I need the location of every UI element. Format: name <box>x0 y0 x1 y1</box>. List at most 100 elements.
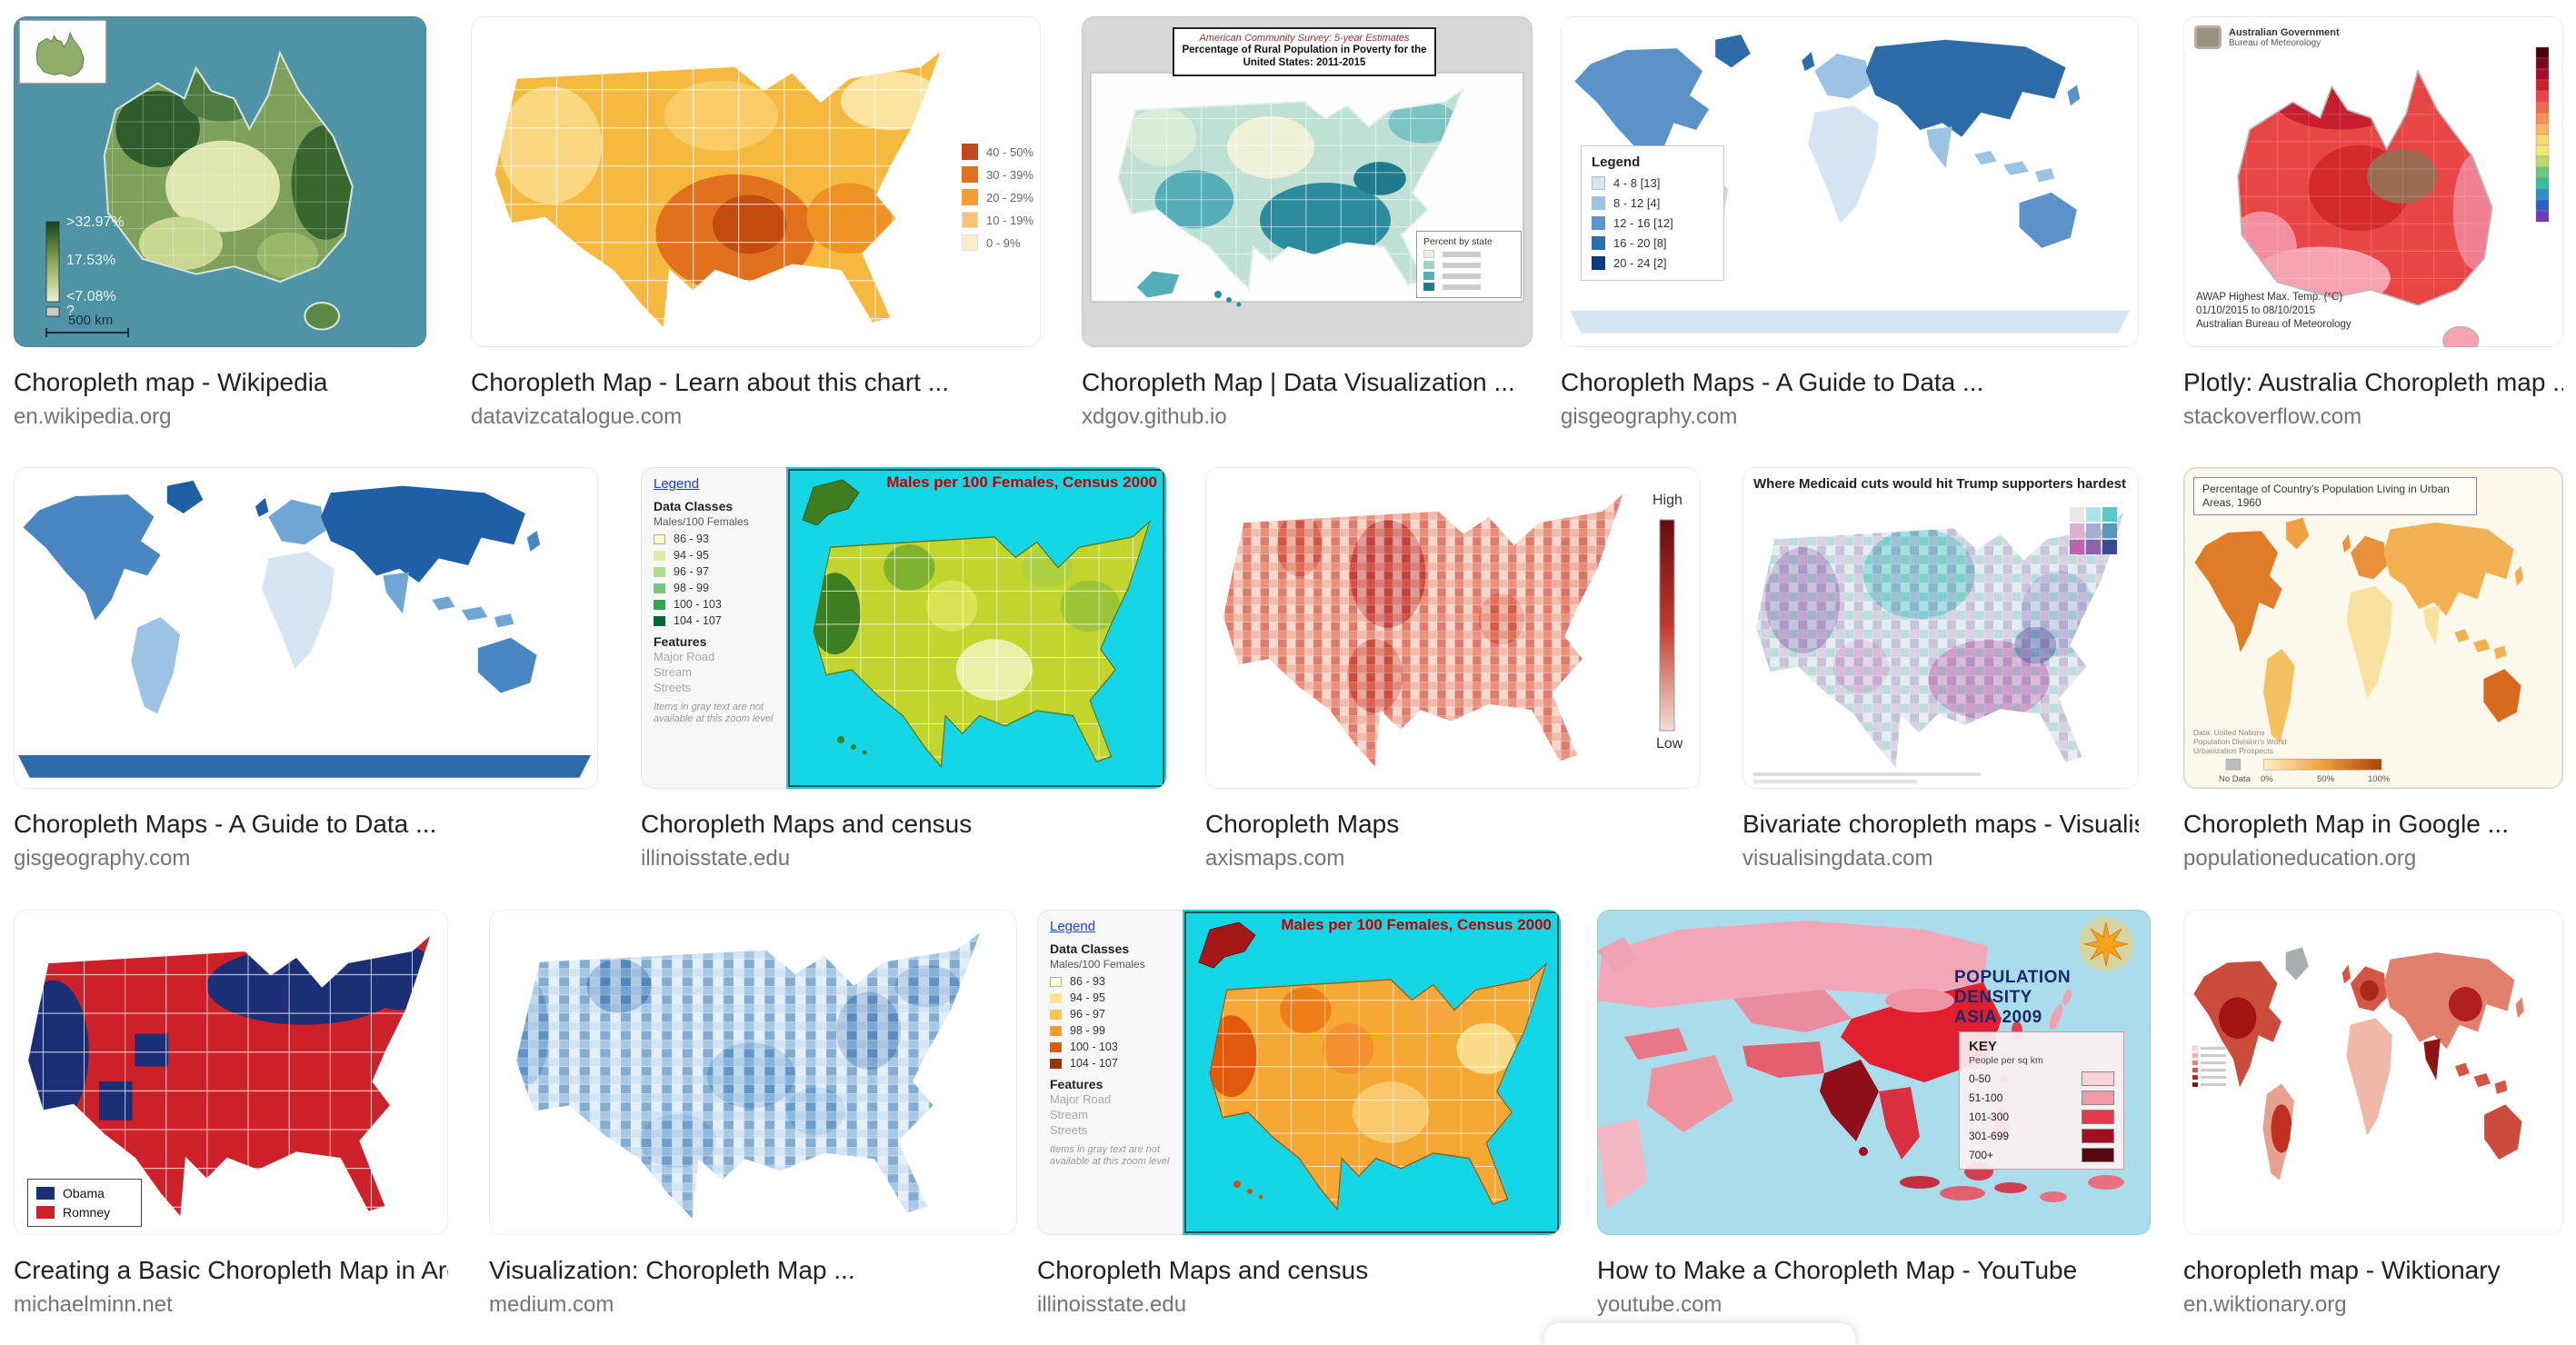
feature-item: Major Road <box>1050 1092 1112 1106</box>
class-label: 94 - 95 <box>1070 991 1105 1004</box>
result-domain: en.wiktionary.org <box>2183 1292 2347 1317</box>
data-classes-subtitle: Males/100 Females <box>654 515 749 528</box>
result-title[interactable]: Choropleth Map | Data Visualization ... <box>1082 368 1515 396</box>
sunburst-icon <box>2083 922 2129 967</box>
map-title-line2: ASIA 2009 <box>1954 1008 2042 1027</box>
key-swatch <box>2082 1148 2114 1162</box>
key-subtitle: People per sq km <box>1969 1055 2043 1066</box>
thumb-legend-bottom-label: <7.08% <box>66 289 116 304</box>
result-thumbnail-world-urban[interactable]: Percentage of Country's Population Livin… <box>2183 467 2563 789</box>
result-thumbnail-world-blue-2[interactable] <box>14 467 598 789</box>
result-card: >32.97% 17.53% <7.08% ? 500 km Choroplet… <box>14 16 426 431</box>
legend-swatch <box>1592 176 1605 190</box>
result-title[interactable]: Choropleth Maps and census <box>1037 1256 1369 1284</box>
result-thumbnail-us-counties-blue[interactable] <box>489 910 1017 1235</box>
bivariate-cell <box>2070 507 2084 522</box>
features-title: Features <box>1050 1077 1103 1091</box>
bivariate-cell <box>2070 523 2084 538</box>
legend-label: 0 - 9% <box>986 235 1021 250</box>
legend-label: Obama <box>63 1186 105 1201</box>
legend-label: 40 - 50% <box>986 144 1034 159</box>
thumb-legend-panel: Legend Data Classes Males/100 Females 86… <box>641 467 786 789</box>
legend-swatch <box>962 234 978 251</box>
result-domain: populationeducation.org <box>2183 846 2417 871</box>
legend-label: 20 - 24 [2] <box>1613 256 1667 270</box>
thumb-legend-unknown-label: ? <box>66 304 75 319</box>
result-title[interactable]: Choropleth Maps and census <box>641 810 973 838</box>
key-title: KEY <box>1969 1039 1997 1054</box>
result-title[interactable]: Visualization: Choropleth Map ... <box>489 1256 855 1284</box>
result-thumbnail-asia-density[interactable]: POPULATION DENSITY ASIA 2009 KEY People … <box>1597 910 2151 1235</box>
result-title[interactable]: How to Make a Choropleth Map - YouTube <box>1597 1256 2078 1284</box>
data-classes-title: Data Classes <box>654 499 734 513</box>
result-title[interactable]: Choropleth Map in Google ... <box>2183 810 2509 838</box>
us-choropleth-teal-graphic <box>1090 72 1524 307</box>
thumb-legend: Legend 4 - 8 [13] 8 - 12 [4] 12 - 16 [12… <box>1581 145 1724 281</box>
class-swatch <box>654 615 665 626</box>
data-classes-title: Data Classes <box>1050 942 1130 956</box>
result-title[interactable]: Choropleth Map - Learn about this chart … <box>471 368 950 396</box>
result-thumbnail-census-orange[interactable]: Legend Data Classes Males/100 Females 86… <box>1037 910 1561 1235</box>
result-thumbnail-us-counties-red[interactable]: High Low <box>1205 467 1701 789</box>
result-card: Legend Data Classes Males/100 Females 86… <box>641 467 1166 872</box>
result-domain: medium.com <box>489 1292 614 1317</box>
colorbar <box>2535 46 2550 223</box>
result-thumbnail-bivariate[interactable]: Where Medicaid cuts would hit Trump supp… <box>1742 467 2139 789</box>
result-thumbnail-wikipedia-australia[interactable]: >32.97% 17.53% <7.08% ? 500 km <box>14 16 426 347</box>
result-thumbnail-us-poverty[interactable]: American Community Survey: 5-year Estima… <box>1082 16 1533 347</box>
class-label: 98 - 99 <box>674 582 709 594</box>
result-title[interactable]: Choropleth Maps <box>1205 810 1400 838</box>
result-card: American Community Survey: 5-year Estima… <box>1082 16 1533 431</box>
result-thumbnail-election-map[interactable]: Obama Romney <box>14 910 448 1235</box>
result-thumbnail-world-red[interactable] <box>2183 910 2563 1235</box>
world-choropleth-orange-graphic <box>2192 517 2556 788</box>
class-swatch <box>654 533 665 544</box>
legend-swatch <box>1423 250 1434 258</box>
result-card: Choropleth Maps - A Guide to Data ... gi… <box>14 467 598 872</box>
result-domain: datavizcatalogue.com <box>471 404 683 429</box>
legend-tick <box>1443 284 1481 290</box>
result-thumbnail-australia-temp[interactable]: Australian Government Bureau of Meteorol… <box>2183 16 2563 347</box>
result-title[interactable]: Choropleth Maps - A Guide to Data ... <box>1561 368 1984 396</box>
legend-low-label: Low <box>1656 736 1683 752</box>
result-card: Australian Government Bureau of Meteorol… <box>2183 16 2563 431</box>
thumb-title-box: American Community Survey: 5-year Estima… <box>1173 27 1436 76</box>
result-title[interactable]: choropleth map - Wiktionary <box>2183 1256 2501 1284</box>
feature-item: Streets <box>1050 1123 1088 1137</box>
gov-line1: Australian Government <box>2229 26 2340 38</box>
us-election-choropleth-graphic <box>25 931 434 1220</box>
thumb-legend-link: Legend <box>1050 919 1096 934</box>
result-title[interactable]: Plotly: Australia Choropleth map ... <box>2183 368 2563 396</box>
result-thumbnail-census-green[interactable]: Legend Data Classes Males/100 Females 86… <box>641 467 1166 789</box>
result-domain: visualisingdata.com <box>1742 846 1933 871</box>
class-label: 100 - 103 <box>1070 1041 1118 1053</box>
result-title[interactable]: Creating a Basic Choropleth Map in Arc… <box>14 1256 448 1284</box>
panel-note: Items in gray text are not available at … <box>1050 1144 1170 1167</box>
legend-tick <box>1443 262 1481 268</box>
class-swatch <box>1050 976 1062 987</box>
legend-swatch <box>962 212 978 228</box>
legend-tick <box>1443 273 1481 279</box>
result-title[interactable]: Choropleth Maps - A Guide to Data ... <box>14 810 437 838</box>
source-line3: Urbanization Prospects <box>2193 746 2273 755</box>
thumb-map-title: Percentage of Rural Population in Povert… <box>1182 45 1427 68</box>
result-card: High Low Choropleth Maps axismaps.com <box>1205 467 1701 872</box>
result-title[interactable]: Bivariate choropleth maps - Visualis… <box>1742 810 2139 838</box>
legend-swatch <box>1592 196 1605 210</box>
bottom-sheet-peek[interactable] <box>1544 1323 1855 1345</box>
legend-swatch <box>962 189 978 205</box>
class-swatch <box>1050 1041 1062 1052</box>
thumb-map-title: POPULATION DENSITY ASIA 2009 <box>1954 968 2151 1028</box>
legend-tick <box>1443 251 1481 257</box>
result-thumbnail-world-blue[interactable]: Legend 4 - 8 [13] 8 - 12 [4] 12 - 16 [12… <box>1561 16 2139 347</box>
thumb-legend: 40 - 50% 30 - 39% 20 - 29% 10 - 19% 0 - … <box>962 144 1033 257</box>
result-thumbnail-us-orange[interactable]: 40 - 50% 30 - 39% 20 - 29% 10 - 19% 0 - … <box>471 16 1041 347</box>
result-domain: youtube.com <box>1597 1292 1722 1317</box>
key-swatch <box>2082 1110 2114 1124</box>
thumb-caption: AWAP Highest Max. Temp. (°C) 01/10/2015 … <box>2196 291 2351 332</box>
class-label: 96 - 97 <box>1070 1008 1105 1021</box>
result-title[interactable]: Choropleth map - Wikipedia <box>14 368 328 396</box>
result-card: Percentage of Country's Population Livin… <box>2183 467 2563 872</box>
result-card: choropleth map - Wiktionary en.wiktionar… <box>2183 910 2563 1319</box>
key-label: 700+ <box>1969 1149 1994 1161</box>
